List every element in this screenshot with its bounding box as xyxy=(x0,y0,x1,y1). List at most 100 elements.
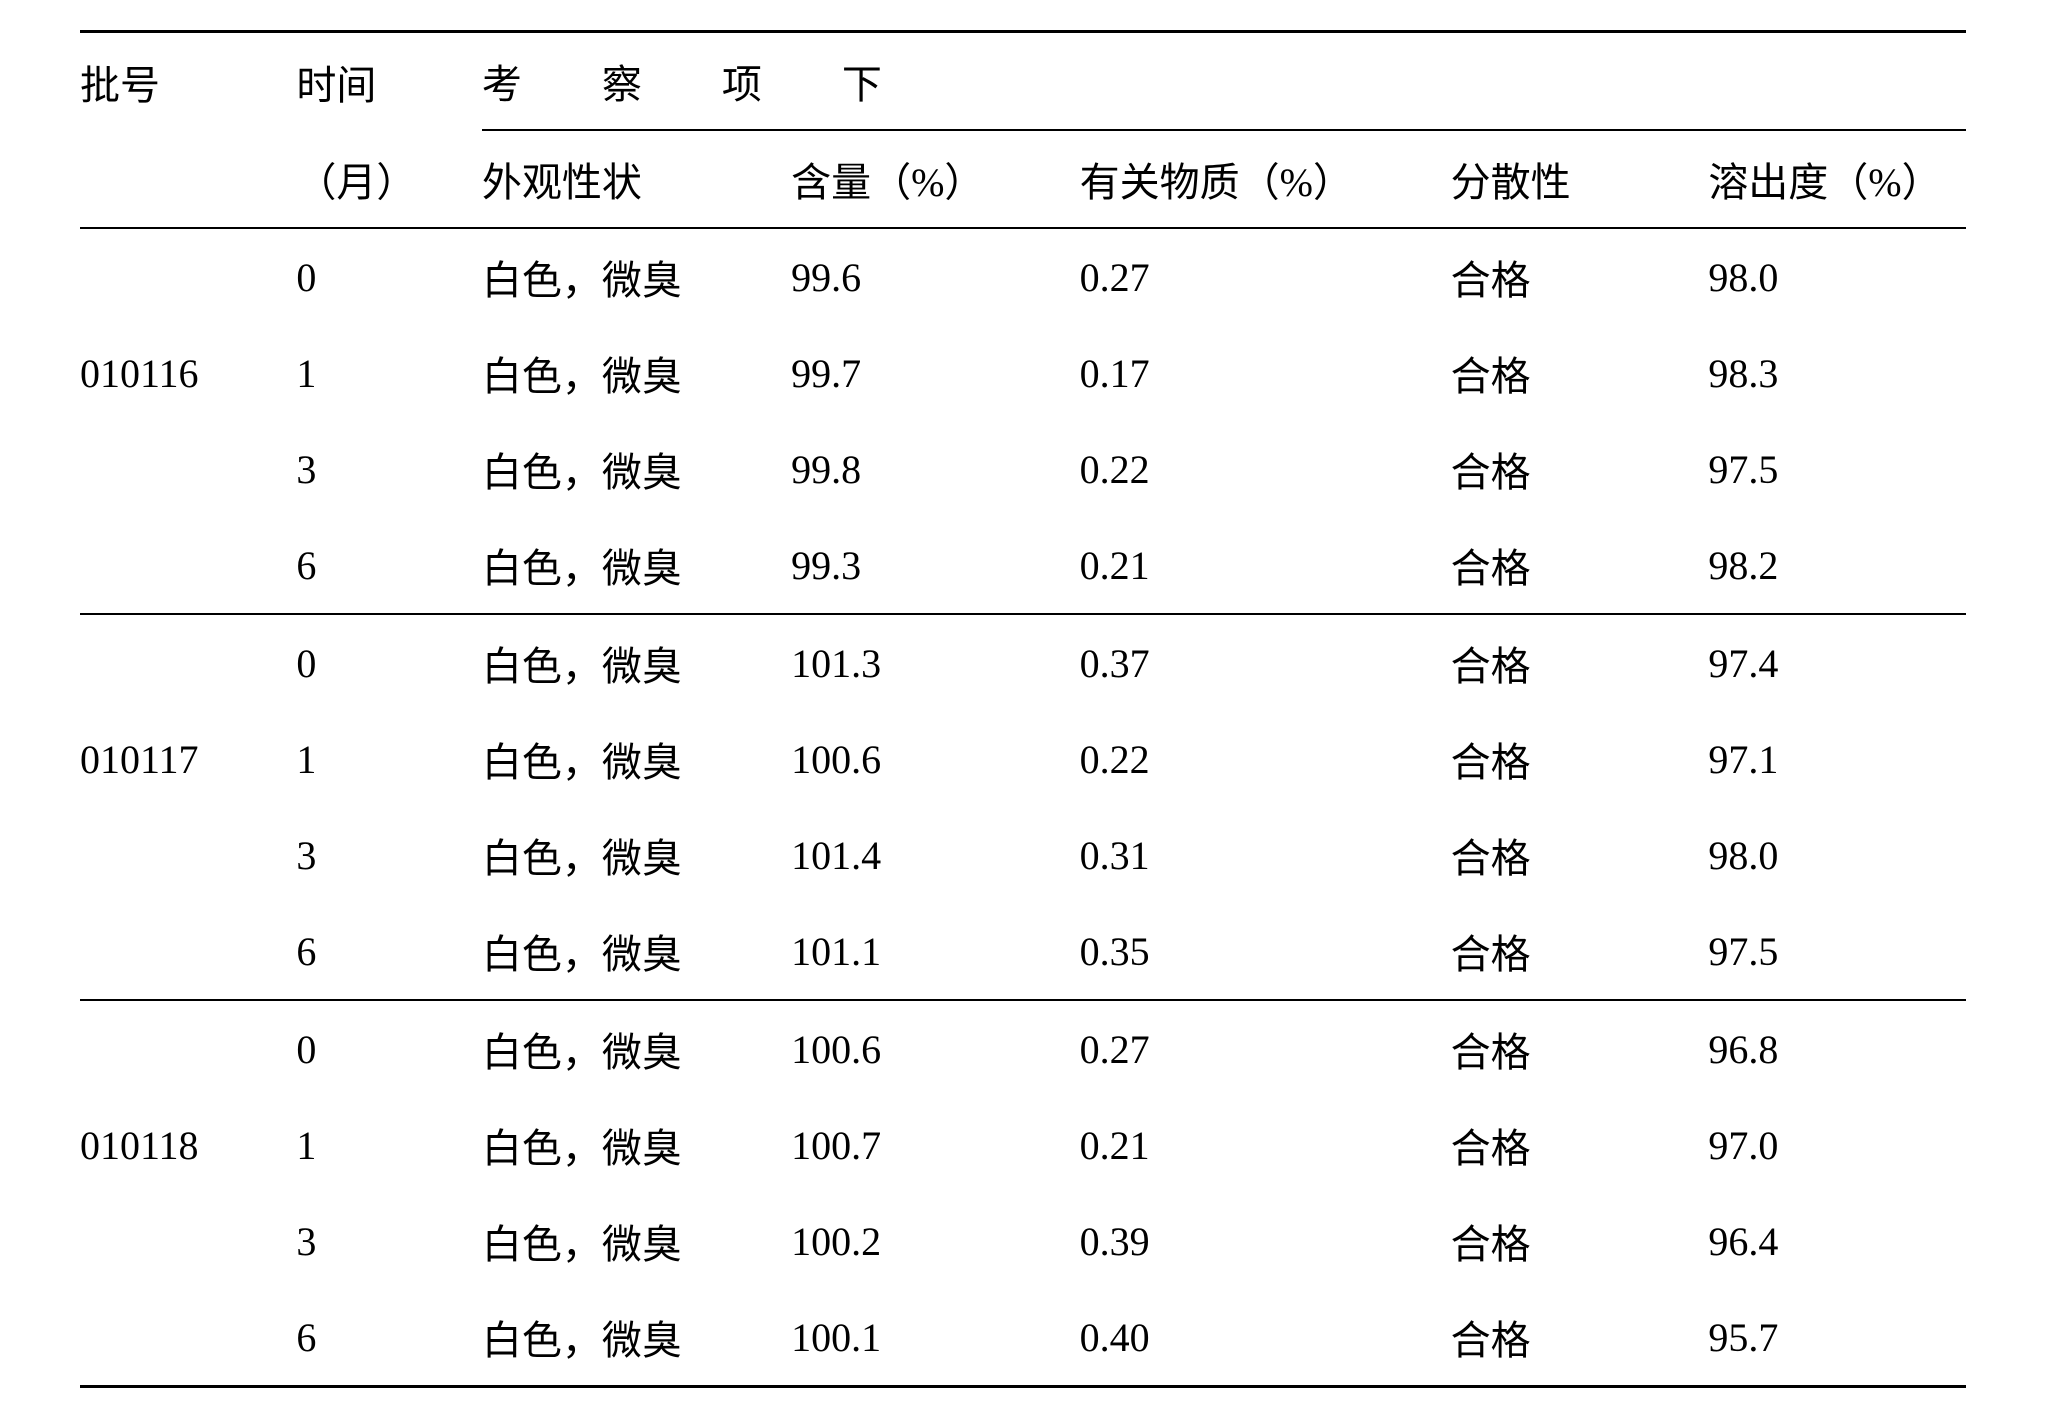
cell-dispersibility: 合格 xyxy=(1451,1193,1709,1289)
cell-time: 6 xyxy=(296,517,482,614)
cell-batch: 010118 xyxy=(80,1097,296,1193)
cell-appearance: 白色，微臭 xyxy=(482,1097,791,1193)
cell-batch-blank xyxy=(80,807,296,903)
col-appearance: 外观性状 xyxy=(482,130,791,228)
cell-batch-blank xyxy=(80,1193,296,1289)
cell-dispersibility: 合格 xyxy=(1451,325,1709,421)
cell-content: 101.3 xyxy=(791,614,1080,711)
cell-time: 1 xyxy=(296,711,482,807)
cell-time: 3 xyxy=(296,1193,482,1289)
table-row: 6 白色，微臭 99.3 0.21 合格 98.2 xyxy=(80,517,1966,614)
cell-dissolution: 97.0 xyxy=(1708,1097,1966,1193)
cell-time: 3 xyxy=(296,807,482,903)
col-batch: 批号 xyxy=(80,32,296,131)
cell-dispersibility: 合格 xyxy=(1451,1097,1709,1193)
cell-batch: 010116 xyxy=(80,325,296,421)
cell-related: 0.17 xyxy=(1080,325,1451,421)
cell-appearance: 白色，微臭 xyxy=(482,228,791,325)
cell-batch-blank xyxy=(80,614,296,711)
cell-content: 99.7 xyxy=(791,325,1080,421)
table-row: 0 白色，微臭 101.3 0.37 合格 97.4 xyxy=(80,614,1966,711)
cell-appearance: 白色，微臭 xyxy=(482,903,791,1000)
cell-time: 0 xyxy=(296,614,482,711)
cell-batch-blank xyxy=(80,228,296,325)
table-row: 3 白色，微臭 101.4 0.31 合格 98.0 xyxy=(80,807,1966,903)
cell-dissolution: 98.0 xyxy=(1708,807,1966,903)
cell-dispersibility: 合格 xyxy=(1451,1289,1709,1387)
cell-batch-blank xyxy=(80,1289,296,1387)
cell-batch: 010117 xyxy=(80,711,296,807)
cell-batch-blank xyxy=(80,1000,296,1097)
cell-dispersibility: 合格 xyxy=(1451,807,1709,903)
col-dispersibility: 分散性 xyxy=(1451,130,1709,228)
cell-dispersibility: 合格 xyxy=(1451,228,1709,325)
cell-related: 0.31 xyxy=(1080,807,1451,903)
col-time: 时间 xyxy=(296,32,482,131)
table-body: 0 白色，微臭 99.6 0.27 合格 98.0 010116 1 白色，微臭… xyxy=(80,228,1966,1387)
cell-content: 99.3 xyxy=(791,517,1080,614)
cell-time: 6 xyxy=(296,1289,482,1387)
cell-related: 0.35 xyxy=(1080,903,1451,1000)
stability-table: 批号 时间 考 察 项 下 （月） 外观性状 含量（%） 有关物质（%） 分散性… xyxy=(80,30,1966,1388)
table-header: 批号 时间 考 察 项 下 （月） 外观性状 含量（%） 有关物质（%） 分散性… xyxy=(80,32,1966,229)
table-row: 3 白色，微臭 99.8 0.22 合格 97.5 xyxy=(80,421,1966,517)
cell-batch-blank xyxy=(80,903,296,1000)
cell-batch-blank xyxy=(80,421,296,517)
cell-dissolution: 96.4 xyxy=(1708,1193,1966,1289)
cell-dispersibility: 合格 xyxy=(1451,517,1709,614)
cell-related: 0.39 xyxy=(1080,1193,1451,1289)
cell-appearance: 白色，微臭 xyxy=(482,421,791,517)
cell-content: 99.6 xyxy=(791,228,1080,325)
cell-content: 100.1 xyxy=(791,1289,1080,1387)
table-row: 010117 1 白色，微臭 100.6 0.22 合格 97.1 xyxy=(80,711,1966,807)
cell-appearance: 白色，微臭 xyxy=(482,1193,791,1289)
cell-related: 0.21 xyxy=(1080,1097,1451,1193)
col-dissolution: 溶出度（%） xyxy=(1708,130,1966,228)
table-row: 0 白色，微臭 99.6 0.27 合格 98.0 xyxy=(80,228,1966,325)
cell-appearance: 白色，微臭 xyxy=(482,517,791,614)
table-row: 6 白色，微臭 100.1 0.40 合格 95.7 xyxy=(80,1289,1966,1387)
header-row-1: 批号 时间 考 察 项 下 xyxy=(80,32,1966,131)
cell-dissolution: 95.7 xyxy=(1708,1289,1966,1387)
cell-content: 100.6 xyxy=(791,711,1080,807)
cell-appearance: 白色，微臭 xyxy=(482,325,791,421)
col-batch-blank xyxy=(80,130,296,228)
cell-content: 100.2 xyxy=(791,1193,1080,1289)
table-row: 0 白色，微臭 100.6 0.27 合格 96.8 xyxy=(80,1000,1966,1097)
cell-dispersibility: 合格 xyxy=(1451,614,1709,711)
cell-dissolution: 97.1 xyxy=(1708,711,1966,807)
cell-appearance: 白色，微臭 xyxy=(482,614,791,711)
cell-time: 6 xyxy=(296,903,482,1000)
cell-related: 0.22 xyxy=(1080,711,1451,807)
col-content: 含量（%） xyxy=(791,130,1080,228)
cell-appearance: 白色，微臭 xyxy=(482,807,791,903)
cell-content: 101.1 xyxy=(791,903,1080,1000)
table-row: 3 白色，微臭 100.2 0.39 合格 96.4 xyxy=(80,1193,1966,1289)
cell-related: 0.40 xyxy=(1080,1289,1451,1387)
cell-time: 1 xyxy=(296,1097,482,1193)
cell-appearance: 白色，微臭 xyxy=(482,1289,791,1387)
cell-related: 0.27 xyxy=(1080,1000,1451,1097)
cell-dissolution: 97.5 xyxy=(1708,421,1966,517)
cell-related: 0.21 xyxy=(1080,517,1451,614)
header-row-2: （月） 外观性状 含量（%） 有关物质（%） 分散性 溶出度（%） xyxy=(80,130,1966,228)
table-row: 6 白色，微臭 101.1 0.35 合格 97.5 xyxy=(80,903,1966,1000)
cell-dissolution: 98.0 xyxy=(1708,228,1966,325)
cell-time: 0 xyxy=(296,228,482,325)
cell-time: 0 xyxy=(296,1000,482,1097)
cell-dissolution: 98.2 xyxy=(1708,517,1966,614)
cell-dispersibility: 合格 xyxy=(1451,711,1709,807)
cell-dissolution: 96.8 xyxy=(1708,1000,1966,1097)
cell-related: 0.22 xyxy=(1080,421,1451,517)
cell-dispersibility: 合格 xyxy=(1451,421,1709,517)
cell-related: 0.37 xyxy=(1080,614,1451,711)
cell-content: 101.4 xyxy=(791,807,1080,903)
cell-content: 100.6 xyxy=(791,1000,1080,1097)
cell-dissolution: 98.3 xyxy=(1708,325,1966,421)
cell-related: 0.27 xyxy=(1080,228,1451,325)
cell-content: 100.7 xyxy=(791,1097,1080,1193)
cell-dispersibility: 合格 xyxy=(1451,903,1709,1000)
cell-dissolution: 97.5 xyxy=(1708,903,1966,1000)
cell-content: 99.8 xyxy=(791,421,1080,517)
cell-appearance: 白色，微臭 xyxy=(482,1000,791,1097)
